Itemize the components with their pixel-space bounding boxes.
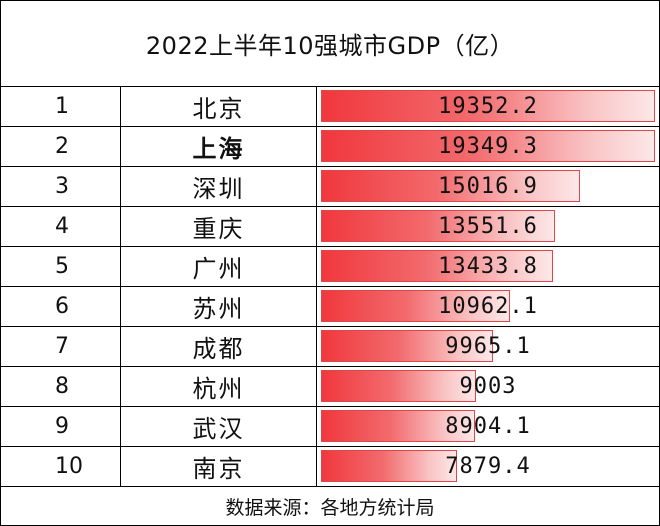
table-row: 1 北京 19352.2 bbox=[1, 87, 659, 127]
city-cell: 重庆 bbox=[121, 207, 317, 246]
gdp-value-label: 19352.2 bbox=[438, 94, 538, 119]
city-cell: 上海 bbox=[121, 127, 317, 166]
table-title: 2022上半年10强城市GDP（亿） bbox=[1, 1, 659, 87]
rank-cell: 2 bbox=[1, 127, 121, 166]
gdp-cell: 13433.8 bbox=[317, 247, 659, 286]
rank-cell: 7 bbox=[1, 327, 121, 366]
gdp-cell: 19352.2 bbox=[317, 87, 659, 126]
gdp-data-bar bbox=[321, 90, 655, 122]
city-cell: 成都 bbox=[121, 327, 317, 366]
table-row: 3 深圳 15016.9 bbox=[1, 167, 659, 207]
gdp-value-label: 8904.1 bbox=[445, 414, 531, 439]
table-row: 4 重庆 13551.6 bbox=[1, 207, 659, 247]
city-cell: 深圳 bbox=[121, 167, 317, 206]
gdp-data-bar bbox=[321, 250, 553, 282]
gdp-cell: 8904.1 bbox=[317, 407, 659, 446]
ranking-table: 1 北京 19352.2 2 上海 19349.3 3 深圳 15016.9 4 重庆 13551.6… bbox=[1, 87, 659, 487]
source-note: 数据来源：各地方统计局 bbox=[225, 496, 435, 519]
gdp-data-bar bbox=[321, 170, 581, 202]
rank-cell: 8 bbox=[1, 367, 121, 406]
city-cell: 武汉 bbox=[121, 407, 317, 446]
rank-cell: 3 bbox=[1, 167, 121, 206]
table-row: 8 杭州 9003 bbox=[1, 367, 659, 407]
table-row: 7 成都 9965.1 bbox=[1, 327, 659, 367]
gdp-value-label: 19349.3 bbox=[438, 134, 538, 159]
city-cell: 杭州 bbox=[121, 367, 317, 406]
gdp-value-label: 9965.1 bbox=[445, 334, 531, 359]
gdp-data-bar bbox=[321, 330, 493, 362]
table-row: 9 武汉 8904.1 bbox=[1, 407, 659, 447]
table-row: 5 广州 13433.8 bbox=[1, 247, 659, 287]
gdp-value-label: 7879.4 bbox=[445, 454, 531, 479]
gdp-data-bar bbox=[321, 130, 655, 162]
table-row: 2 上海 19349.3 bbox=[1, 127, 659, 167]
gdp-cell: 15016.9 bbox=[317, 167, 659, 206]
gdp-value-label: 10962.1 bbox=[438, 294, 538, 319]
gdp-cell: 13551.6 bbox=[317, 207, 659, 246]
gdp-value-label: 13551.6 bbox=[438, 214, 538, 239]
gdp-cell: 7879.4 bbox=[317, 447, 659, 486]
rank-cell: 1 bbox=[1, 87, 121, 126]
gdp-value-label: 13433.8 bbox=[438, 254, 538, 279]
city-cell: 广州 bbox=[121, 247, 317, 286]
rank-cell: 10 bbox=[1, 447, 121, 486]
rank-cell: 9 bbox=[1, 407, 121, 446]
rank-cell: 4 bbox=[1, 207, 121, 246]
gdp-data-bar bbox=[321, 290, 511, 322]
table-row: 10 南京 7879.4 bbox=[1, 447, 659, 487]
gdp-cell: 9003 bbox=[317, 367, 659, 406]
gdp-cell: 19349.3 bbox=[317, 127, 659, 166]
gdp-cell: 9965.1 bbox=[317, 327, 659, 366]
city-cell: 苏州 bbox=[121, 287, 317, 326]
city-cell: 南京 bbox=[121, 447, 317, 486]
rank-cell: 5 bbox=[1, 247, 121, 286]
city-cell: 北京 bbox=[121, 87, 317, 126]
gdp-value-label: 9003 bbox=[459, 374, 517, 399]
table-row: 6 苏州 10962.1 bbox=[1, 287, 659, 327]
rank-cell: 6 bbox=[1, 287, 121, 326]
gdp-cell: 10962.1 bbox=[317, 287, 659, 326]
gdp-data-bar bbox=[321, 450, 457, 482]
gdp-value-label: 15016.9 bbox=[438, 174, 538, 199]
gdp-data-bar bbox=[321, 210, 555, 242]
gdp-data-bar bbox=[321, 370, 477, 402]
gdp-data-bar bbox=[321, 410, 475, 442]
